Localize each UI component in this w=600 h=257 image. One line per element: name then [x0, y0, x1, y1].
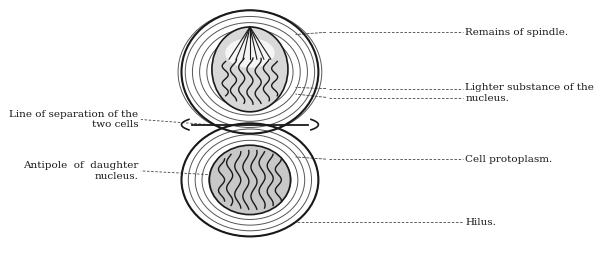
Text: Cell protoplasm.: Cell protoplasm. — [466, 155, 553, 164]
Text: Hilus.: Hilus. — [466, 218, 496, 227]
Text: Antipole  of  daughter
nucleus.: Antipole of daughter nucleus. — [23, 161, 139, 181]
Text: Line of separation of the
two cells: Line of separation of the two cells — [9, 110, 139, 129]
Ellipse shape — [225, 38, 275, 68]
Ellipse shape — [212, 27, 288, 112]
Text: Lighter substance of the
nucleus.: Lighter substance of the nucleus. — [466, 83, 595, 103]
Text: Remains of spindle.: Remains of spindle. — [466, 27, 569, 37]
Ellipse shape — [209, 145, 290, 215]
